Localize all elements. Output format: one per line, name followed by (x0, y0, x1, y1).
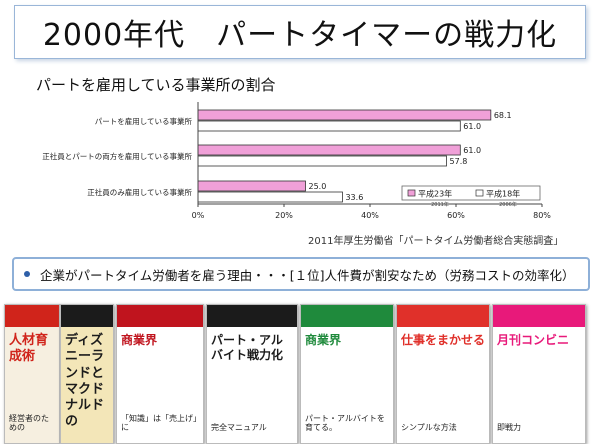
legend-label: 平成23年 (418, 189, 452, 199)
x-tick-label: 0% (192, 211, 205, 220)
chart-source: 2011年厚生労働省「パートタイム労働者総合実態調査」 (308, 236, 564, 247)
x-tick-label: 20% (275, 211, 293, 220)
cover-band (207, 305, 297, 327)
cover-band (117, 305, 203, 327)
data-label: 57.8 (450, 157, 468, 166)
data-label: 61.0 (463, 122, 481, 131)
book-cover: 月刊コンビニ 即戦力 (492, 304, 586, 444)
bar-chart: パートを雇用している事業所 68.1 61.0 正社員とパートの両方を雇用している事業… (42, 102, 551, 220)
book-cover-subtitle: 完全マニュアル (211, 423, 267, 433)
book-cover-subtitle: 経営者のための (9, 413, 49, 433)
bar (197, 120, 461, 132)
x-tick-label: 80% (533, 211, 551, 220)
book-cover-title: パート・アルバイト戦力化 (211, 333, 284, 362)
chart-title: パートを雇用している事業所の割合 (36, 76, 276, 94)
bar (197, 180, 306, 192)
slide-title: 2000年代 パートタイマーの戦力化 (14, 5, 586, 59)
legend-swatch (475, 189, 484, 197)
bar (197, 144, 461, 156)
book-cover-subtitle: パート・アルバイトを育てる。 (305, 413, 385, 433)
book-cover-title: 人材育成術 (9, 333, 49, 365)
book-cover-title: 商業界 (121, 333, 158, 347)
data-label: 33.6 (345, 193, 363, 202)
legend-sub-label: 2011年 (431, 201, 449, 208)
book-cover-title: ディズニーランドとマクドナルドの (65, 333, 105, 430)
data-label: 68.1 (494, 111, 512, 120)
category-label: 正社員とパートの両方を雇用している事業所 (42, 151, 192, 161)
cover-band (397, 305, 489, 327)
book-cover: パート・アルバイト戦力化完全マニュアル (206, 304, 298, 444)
bar (197, 109, 492, 121)
book-cover: ディズニーランドとマクドナルドの (60, 304, 114, 444)
book-cover: 人材育成術経営者のための (4, 304, 60, 444)
cover-band (301, 305, 393, 327)
reason-box: 企業がパートタイム労働者を雇う理由・・・[１位]人件費が割安なため（労務コストの… (12, 257, 590, 291)
cover-band (61, 305, 113, 327)
legend-label: 平成18年 (486, 189, 520, 199)
book-cover-subtitle: シンプルな方法 (401, 423, 457, 433)
x-tick-label: 60% (447, 211, 465, 220)
book-cover-row: 人材育成術 経営者のための ディズニーランドとマクドナルドの 商業界 「知識」は「売上げ… (4, 304, 596, 444)
book-cover: 商業界パート・アルバイトを育てる。 (300, 304, 394, 444)
category-label: パートを雇用している事業所 (95, 116, 193, 126)
legend-box (401, 185, 541, 201)
data-label: 61.0 (463, 146, 481, 155)
x-tick-label: 40% (361, 211, 379, 220)
book-cover: 商業界「知識」は「売上げ」に (116, 304, 204, 444)
book-cover-title: 月刊コンビニ (497, 333, 570, 347)
category-label: 正社員のみ雇用している事業所 (87, 187, 192, 197)
bar (197, 191, 343, 203)
legend-swatch (407, 189, 416, 197)
book-cover-subtitle: 「知識」は「売上げ」に (121, 413, 197, 433)
book-cover-title: 商業界 (305, 333, 342, 347)
cover-band (5, 305, 59, 327)
book-cover: 仕事をまかせるシンプルな方法 (396, 304, 490, 444)
cover-band (493, 305, 585, 327)
book-cover-subtitle: 即戦力 (497, 423, 521, 433)
reason-text: 企業がパートタイム労働者を雇う理由・・・[１位]人件費が割安なため（労務コストの… (40, 267, 575, 283)
bar (197, 155, 447, 167)
legend-sub-label: 2006年 (499, 201, 517, 208)
data-label: 25.0 (309, 182, 327, 191)
book-cover-title: 仕事をまかせる (401, 333, 486, 347)
bullet-icon (24, 271, 30, 277)
